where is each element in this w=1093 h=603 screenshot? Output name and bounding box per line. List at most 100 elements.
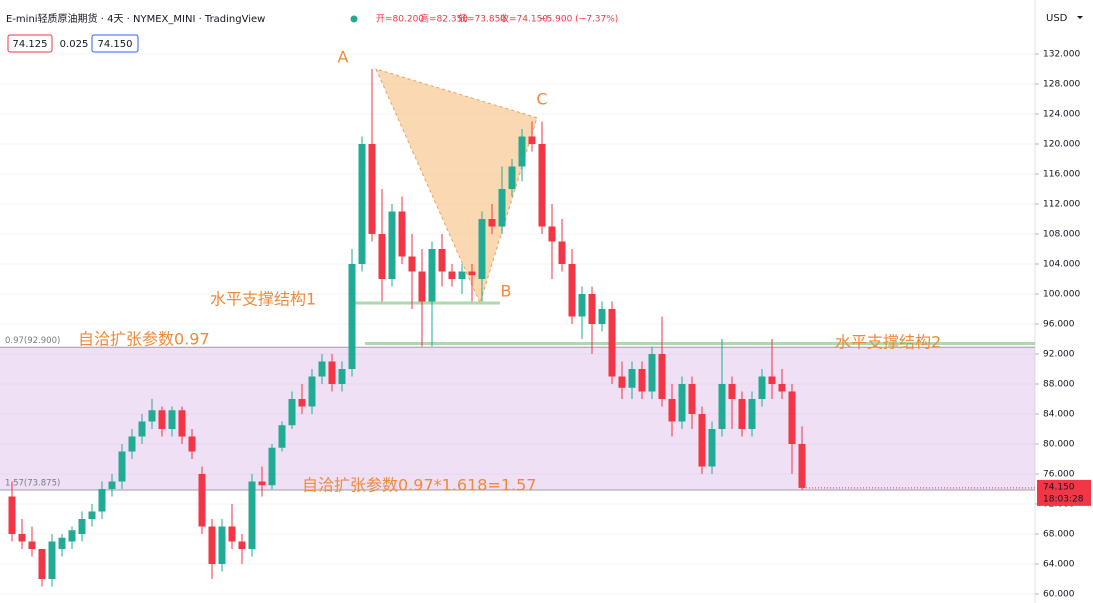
- candle-body: [378, 234, 386, 279]
- candle-body: [198, 474, 206, 527]
- candle-body: [18, 534, 26, 542]
- candle-body: [298, 399, 306, 407]
- countdown: 18:03:28: [1043, 494, 1084, 504]
- candle-body: [28, 541, 36, 549]
- ohlc-value: 收=74.150: [500, 13, 548, 25]
- pattern-label: C: [536, 90, 547, 109]
- quote-box: [91, 34, 139, 53]
- candle-body: [448, 271, 456, 279]
- status-dot: [350, 15, 358, 23]
- candle-body: [618, 376, 626, 388]
- candle-body: [218, 526, 226, 564]
- candle-body: [268, 447, 276, 486]
- candle-body: [568, 264, 576, 317]
- candle-body: [528, 136, 536, 144]
- candle-body: [508, 166, 516, 189]
- candle-body: [8, 496, 16, 534]
- candle-body: [468, 271, 476, 276]
- candle-body: [68, 530, 76, 542]
- candle-body: [678, 384, 686, 422]
- candle-body: [588, 294, 596, 324]
- candle-body: [748, 399, 756, 429]
- candle-body: [478, 219, 486, 279]
- candle-body: [158, 410, 166, 429]
- candle-body: [168, 410, 176, 429]
- chart-title: E-mini轻质原油期货 · 4天 · NYMEX_MINI · Trading…: [6, 12, 265, 25]
- harmonic-pattern: [375, 68, 538, 305]
- y-tick-label: 108.000: [1043, 230, 1080, 240]
- quote-value: 74.125: [13, 39, 48, 50]
- fib-label: 0.97(92.900): [5, 336, 60, 346]
- y-tick-label: 120.000: [1043, 140, 1080, 150]
- candle-body: [308, 376, 316, 407]
- y-tick-label: 68.000: [1043, 530, 1075, 540]
- candle-body: [758, 376, 766, 399]
- candle-body: [598, 309, 606, 324]
- last-price: 74.150: [1043, 482, 1075, 492]
- candle-body: [638, 369, 646, 392]
- candle-body: [48, 541, 56, 579]
- y-tick-label: 104.000: [1043, 260, 1080, 270]
- candle-body: [788, 391, 796, 444]
- support-label: 水平支撑结构1: [210, 290, 316, 309]
- y-tick-label: 84.000: [1043, 410, 1075, 420]
- candle-body: [688, 384, 696, 414]
- candle-body: [188, 436, 196, 452]
- candle-body: [128, 436, 136, 452]
- candle-body: [558, 241, 566, 264]
- y-tick-label: 80.000: [1043, 440, 1075, 450]
- ohlc-value: 高=82.350: [420, 13, 468, 25]
- candle-body: [118, 451, 126, 482]
- y-tick-label: 124.000: [1043, 110, 1080, 120]
- candle-body: [398, 211, 406, 257]
- y-tick-label: 60.000: [1043, 590, 1075, 600]
- y-tick-label: 92.000: [1043, 350, 1075, 360]
- candle-body: [608, 309, 616, 377]
- candle-body: [58, 537, 66, 549]
- ohlc-value: −5.900 (−7.37%): [539, 15, 618, 25]
- pattern-label: B: [501, 282, 512, 301]
- candle-body: [668, 399, 676, 422]
- y-tick-label: 132.000: [1043, 50, 1080, 60]
- candle-body: [648, 354, 656, 392]
- candle-body: [578, 294, 586, 317]
- candle-body: [358, 144, 366, 264]
- quote-value: 0.025: [60, 39, 89, 50]
- quote-value: 74.150: [98, 39, 133, 50]
- candle-body: [278, 425, 286, 448]
- candle-body: [498, 189, 506, 227]
- candle-body: [328, 361, 336, 384]
- pattern-label: A: [338, 48, 349, 67]
- candle-body: [88, 511, 96, 519]
- candle-body: [458, 271, 466, 279]
- candle-body: [238, 541, 246, 549]
- candle-body: [438, 249, 446, 272]
- candle-body: [388, 211, 396, 279]
- currency-caret: [1077, 16, 1083, 19]
- candle-body: [728, 384, 736, 399]
- candle-body: [418, 271, 426, 302]
- candle-body: [658, 354, 666, 399]
- candle-body: [208, 526, 216, 564]
- y-tick-label: 100.000: [1043, 290, 1080, 300]
- candle-body: [318, 361, 326, 377]
- candle-body: [518, 136, 526, 167]
- y-tick-label: 112.000: [1043, 200, 1080, 210]
- quote-box: [7, 34, 53, 53]
- candle-body: [338, 369, 346, 384]
- candle-body: [718, 384, 726, 429]
- candle-body: [738, 399, 746, 429]
- candle-body: [258, 481, 266, 486]
- candle-body: [248, 481, 256, 549]
- candle-body: [538, 144, 546, 227]
- candle-body: [428, 249, 436, 302]
- candle-body: [348, 264, 356, 369]
- candle-body: [368, 144, 376, 234]
- ohlc-value: 低=73.850: [458, 13, 506, 25]
- candle-body: [78, 519, 86, 534]
- y-tick-label: 64.000: [1043, 560, 1075, 570]
- fib-annotation: 自洽扩张参数0.97: [78, 330, 210, 349]
- candle-body: [98, 489, 106, 512]
- y-tick-label: 128.000: [1043, 80, 1080, 90]
